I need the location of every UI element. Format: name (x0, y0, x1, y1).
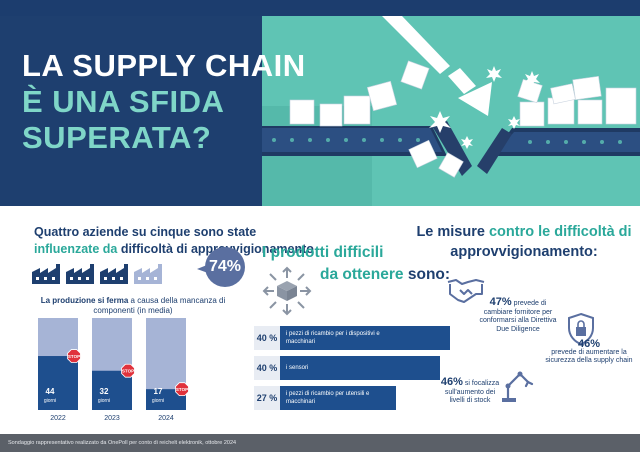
difficult-title-line1: I prodotti difficili (262, 244, 384, 261)
chart-category-label: 2023 (104, 415, 120, 422)
difficult-title-teal: da ottenere (320, 266, 408, 283)
product-bar-label: i pezzi di ricambio per i dispositivi e m… (280, 326, 450, 350)
product-bar-3: 27 % i pezzi di ricambio per utensili e m… (254, 386, 396, 410)
measure-pct: 47% (489, 296, 512, 308)
measure-text: sull'aumento dei (444, 388, 496, 396)
chart-unit-label: giorni (98, 398, 110, 404)
measures-title: Le misure contro le difficoltà di approv… (412, 222, 636, 262)
product-bar-text: i pezzi di ricambio per utensili e (286, 391, 370, 397)
handshake-icon (447, 279, 485, 303)
difficult-title-dark: sono: (407, 266, 451, 283)
production-title-rest: a causa della mancanza di (128, 296, 226, 305)
top-strip (0, 0, 640, 16)
measures-title-dark: Le misure (416, 224, 489, 240)
product-bar-pct: 27 % (254, 386, 280, 410)
hero-panel (0, 16, 262, 206)
measure-text: prevede di aumentare la (551, 348, 627, 356)
product-bar-text: macchinari (286, 399, 316, 405)
product-bar-2: 40 % i sensori (254, 356, 440, 380)
conveyor-belt (262, 121, 640, 176)
measure-pct: 46% (440, 376, 463, 388)
measure-item-1: 47% prevede di cambiare fornitore per co… (476, 296, 560, 334)
measure-text: sicurezza della supply chain (545, 357, 633, 364)
chart-value-label: 17 (154, 387, 163, 396)
measures-title-line2: approvvigionamento: (450, 244, 598, 260)
measure-text: cambiare fornitore per (483, 308, 553, 316)
measure-pct: 46% (577, 338, 601, 350)
stop-sign-icon (175, 382, 189, 397)
measure-item-3: 46% si focalizza sull'aumento dei livell… (428, 376, 512, 406)
package-boxes (289, 60, 637, 178)
chart-category-label: 2022 (50, 415, 66, 422)
chart-unit-label: giorni (152, 398, 164, 404)
production-chart-title: La produzione si ferma a causa della man… (38, 296, 228, 316)
measure-text: livelli di stock (449, 397, 491, 404)
factory-icon-inactive (134, 264, 162, 284)
survey-headline-teal: influenzate da (34, 242, 121, 256)
stop-badge-label: STOP (122, 369, 134, 374)
stop-badge-label: STOP (176, 387, 188, 392)
stop-badge-label: STOP (68, 354, 80, 359)
title-line-3: SUPERATA? (22, 120, 212, 155)
measure-text: Due Diligence (496, 325, 540, 333)
broken-arrow-icon (382, 16, 492, 116)
measure-text: si focalizza (464, 380, 500, 387)
survey-headline-line1: Quattro aziende su cinque sono state (34, 225, 257, 239)
stat-74-percent: 74% (208, 258, 242, 275)
footer-source-note: Sondaggio rappresentativo realizzato da … (0, 434, 640, 452)
product-bar-pct: 40 % (254, 326, 280, 350)
factory-icons (32, 264, 162, 284)
chart-unit-label: giorni (44, 398, 56, 404)
production-stop-chart: STOP 44 giorni 2022 STOP 32 giorni 2023 STOP 17 gi… (38, 318, 189, 422)
product-bar-1: 40 % i pezzi di ricambio per i dispositi… (254, 326, 450, 350)
title-line-2: È UNA SFIDA (22, 84, 225, 119)
chart-value-label: 44 (46, 387, 55, 396)
chart-value-label: 32 (100, 387, 109, 396)
product-bar-label: i pezzi di ricambio per utensili e macchi… (280, 386, 396, 410)
chart-category-label: 2024 (158, 415, 174, 422)
difficult-products-title: I prodotti difficili da ottenere sono: (262, 242, 450, 286)
lock-shield-icon (568, 312, 594, 346)
product-bar-text: i sensori (286, 365, 309, 371)
box-arrows-icon (262, 266, 312, 316)
production-title-bold: La produzione si ferma (40, 296, 129, 305)
stop-sign-icon (121, 363, 135, 378)
measure-text: conformarsi alla Direttiva (479, 317, 557, 324)
stop-sign-icon (67, 349, 81, 363)
production-title-line2: componenti (in media) (93, 306, 173, 315)
robot-arm-icon (502, 371, 534, 402)
measures-title-teal: contro le difficoltà di (488, 224, 632, 240)
product-bar-text: macchinari (286, 339, 316, 345)
page-title: LA SUPPLY CHAIN È UNA SFIDA SUPERATA? (22, 48, 306, 156)
title-line-1: LA SUPPLY CHAIN (22, 48, 306, 83)
chart-bar (38, 356, 78, 410)
product-bar-text: i pezzi di ricambio per i dispositivi e (286, 331, 380, 337)
stat-bubble (197, 247, 245, 287)
supply-chain-illustration (262, 16, 640, 206)
measure-text: prevede di (513, 300, 547, 307)
product-bar-pct: 40 % (254, 356, 280, 380)
burst-sparks (429, 66, 540, 149)
measure-item-2: 46% prevede di aumentare la sicurezza de… (540, 338, 638, 366)
product-bar-label: i sensori (280, 356, 440, 380)
chart-bar (146, 389, 186, 410)
